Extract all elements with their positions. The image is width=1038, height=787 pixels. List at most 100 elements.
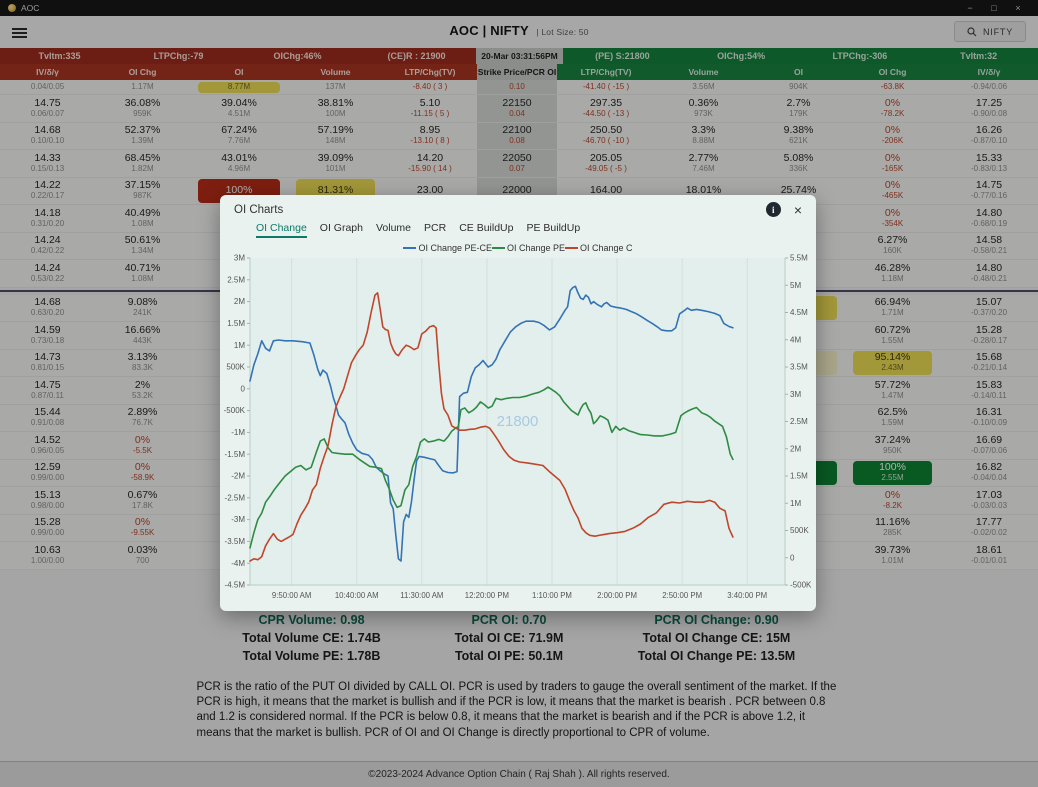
total-pe-value: Total OI Change PE: 13.5M [637,648,796,663]
tab-ce-buildup[interactable]: CE BuildUp [459,222,514,234]
close-window-icon[interactable]: × [1015,3,1021,13]
cell-main-value: 14.22 [34,179,61,192]
cell-sub-value: 1.18M [881,273,904,283]
svg-text:2.5M: 2.5M [227,275,245,284]
symbol-search-button[interactable]: NIFTY [954,21,1026,42]
cell: 3.56M [655,80,752,94]
cell: 38.81% 100M [288,95,383,122]
cell-sub-value: -0.07/0.06 [970,445,1008,455]
cell-main-value: 68.45% [124,151,161,164]
cell-sub-value: 0.87/0.11 [31,390,64,400]
column-header: Volume [655,64,752,80]
cell: -63.8K [845,80,940,94]
column-header-row: IV/δ/γ OI Chg OI Volume LTP/Chg(TV) Strike Pr… [0,64,1038,80]
cell-sub-value: 8.77M [227,81,251,91]
cell-main-value: 37.15% [124,179,161,192]
svg-text:5.5M: 5.5M [790,254,808,263]
cell-main-value: 22100 [502,124,532,137]
svg-text:3:40:00 PM: 3:40:00 PM [727,591,767,600]
cell: 10.63 1.00/0.00 [0,542,95,569]
tab-pe-buildup[interactable]: PE BuildUp [526,222,581,234]
legend-label: OI Change PE-CE [418,243,492,253]
legend-item: OI Change C [565,243,633,253]
cell-sub-value: 0.04 [509,108,525,118]
cell-main-value: 14.75 [975,179,1003,192]
legend-swatch [565,246,579,250]
minimize-icon[interactable]: − [967,3,973,13]
app-logo-icon [8,4,16,12]
maximize-icon[interactable]: □ [991,3,997,13]
cell-sub-value: -5.5K [132,445,153,455]
legend-label: OI Change PE [506,243,566,253]
cell-sub-value: 950K [883,445,902,455]
cell-sub-value: -11.15 ( 5 ) [410,108,450,118]
oi-change-chart[interactable]: 3M 2.5M 2M 1.5M 1M 500K 0 -500K -1M -1.5M -2M -2.5M… [220,254,816,606]
ce-summary-item: (CE)R : 21900 [387,51,446,61]
tab-oi-graph[interactable]: OI Graph [319,222,363,234]
cell-sub-value: 973K [694,108,713,118]
cell-main-value: 14.52 [34,433,61,446]
svg-text:2:00:00 PM: 2:00:00 PM [597,591,637,600]
cell: 23.00 [383,178,477,205]
cell-sub-value: 1.00/0.00 [30,555,65,565]
cell-main-value: 0.67% [127,488,158,501]
cell-main-value: 57.72% [874,378,911,391]
cell-sub-value: 1.08M [131,218,154,228]
table-row[interactable]: 14.75 0.06/0.07 36.08% 959K 39.04% 4.51M 38.81… [0,95,1038,123]
close-icon[interactable]: × [793,201,802,218]
cell-sub-value: -0.83/0.13 [970,163,1008,173]
cell-main-value: 95.14% [874,351,911,364]
cell: 22050 0.07 [477,150,557,177]
highlight-chip: 100% 2.55M [853,461,932,485]
svg-text:2:50:00 PM: 2:50:00 PM [662,591,702,600]
table-row[interactable]: 14.68 0.10/0.10 52.37% 1.39M 67.24% 7.76M 57.1… [0,122,1038,150]
cell: 0% -58.9K [95,460,190,487]
cell: 0% -78.2K [845,95,940,122]
cell-main-value: 205.05 [589,151,623,164]
cell: 8.95 -13.10 ( 8 ) [383,123,477,150]
footer: ©2023-2024 Advance Option Chain ( Raj Sh… [0,761,1038,787]
chart-tabs: OI Change OI Graph Volume PCR CE BuildUp PE B… [220,217,816,238]
hamburger-menu-icon[interactable] [12,26,27,40]
svg-text:-3M: -3M [231,515,245,524]
cell-sub-value: 0.08 [509,136,525,146]
cell: 5.08% 336K [752,150,845,177]
cell: 22150 0.04 [477,95,557,122]
oi-charts-modal: OI Charts i × OI Change OI Graph Volume PCR… [220,195,816,611]
column-header: Volume [288,64,383,80]
svg-text:-500K: -500K [790,581,812,590]
total-ce-value: Total OI Change CE: 15M [642,630,791,645]
tab-oi-change[interactable]: OI Change [256,222,307,238]
cell-main-value: 3.3% [691,124,716,137]
summary-band: TvItm:335 LTPChg:-79 OIChg:46% (CE)R : 2190… [0,48,1038,64]
cell-sub-value: 0.53/0.22 [30,273,65,283]
cell-main-value: 15.07 [975,296,1003,309]
cell-sub-value: 1.82M [131,163,154,173]
cell-sub-value: 0.99/0.00 [30,473,65,483]
cell-sub-value: -0.21/0.14 [970,363,1008,373]
cell-main-value: 43.01% [221,151,257,164]
cell-sub-value: 0.15/0.13 [30,163,65,173]
totals-pe-row: Total Volume PE: 1.78B Total OI PE: 50.1M… [199,648,839,665]
cell-sub-value: 53.2K [132,390,153,400]
cell-main-value: 2.89% [127,406,158,419]
tab-pcr[interactable]: PCR [424,222,447,234]
cell: 9.38% 621K [752,123,845,150]
table-row[interactable]: 0.04/0.05 1.17M 8.77M 137M -8.40 ( 3 ) 0.10 -4… [0,80,1038,95]
cell: 22100 0.08 [477,122,557,149]
cell-sub-value: 2.43M [881,363,904,373]
lot-size-label: | Lot Size: 50 [536,27,589,37]
cell: 39.09% 101M [288,150,383,177]
cell: 15.13 0.98/0.00 [0,487,95,514]
ce-summary-band: TvItm:335 LTPChg:-79 OIChg:46% (CE)R : 2190… [0,48,476,64]
table-row[interactable]: 14.33 0.15/0.13 68.45% 1.82M 43.01% 4.96M 39.0… [0,150,1038,178]
cell-sub-value: 7.46M [692,163,715,173]
cell-main-value: 15.44 [34,406,61,419]
cell-sub-value: -0.37/0.20 [970,308,1008,318]
cell-main-value: 16.82 [975,461,1003,474]
window-title: AOC [21,3,40,13]
info-icon[interactable]: i [765,202,781,217]
cell-sub-value: 2.55M [881,473,904,483]
tab-volume[interactable]: Volume [375,222,412,234]
search-symbol-label: NIFTY [983,26,1013,37]
